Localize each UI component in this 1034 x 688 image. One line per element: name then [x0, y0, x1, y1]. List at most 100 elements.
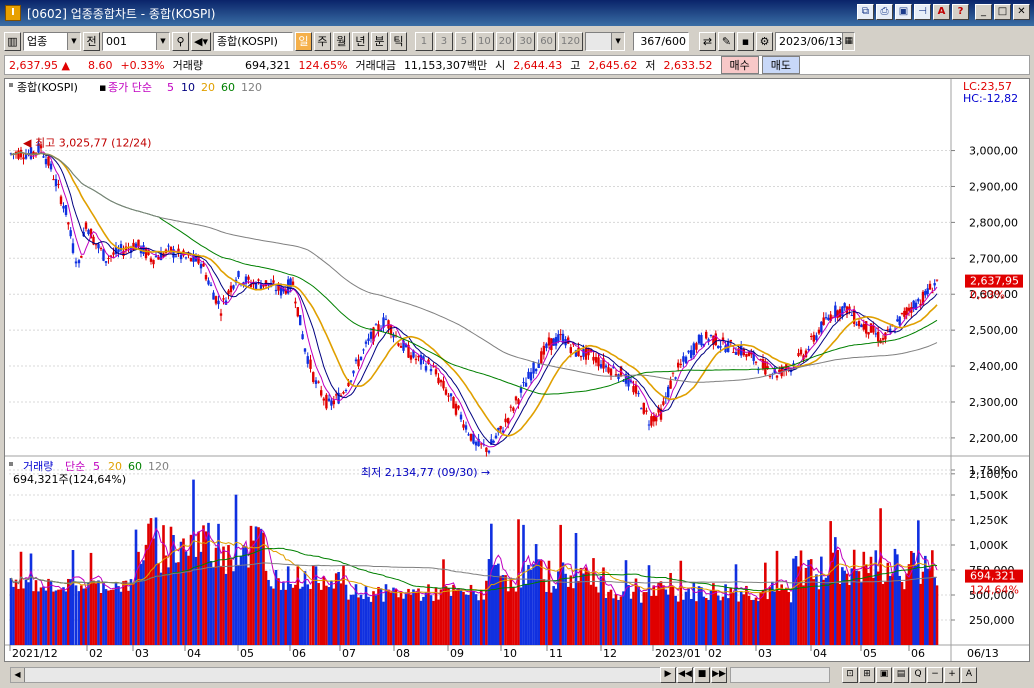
horizontal-scrollbar[interactable]: ◀ [10, 667, 710, 683]
x-tick-label: 09 [450, 647, 464, 660]
volume-bar [654, 595, 658, 645]
period-year-button[interactable]: 년 [351, 31, 369, 51]
chart-svg[interactable]: 종합(KOSPI) ▪ 종가 단순 5 10 20 60 120 LC:23,5… [5, 79, 1029, 661]
print-icon[interactable]: ⎙ [876, 4, 893, 20]
candle-body [650, 416, 653, 426]
volume-bar [501, 575, 505, 645]
zoom-out-icon[interactable]: − [927, 667, 943, 683]
volume-bar [247, 567, 250, 645]
prev-button[interactable]: 전 [83, 31, 100, 51]
link-icon[interactable]: ⧉ [857, 4, 874, 20]
category-select[interactable]: 업종 ▼ [23, 31, 81, 51]
candle-body [284, 289, 287, 294]
code-input[interactable]: 001 ▼ [102, 31, 170, 51]
chart-settings-icon[interactable]: ▥ [4, 31, 21, 51]
x-tick-label: 07 [342, 647, 356, 660]
settings-gear-icon[interactable]: ⚙ [756, 31, 774, 51]
close-button[interactable]: ✕ [1013, 4, 1030, 20]
volume-bar [910, 551, 913, 645]
candle-body [417, 355, 420, 358]
interval-20-button[interactable]: 20 [495, 31, 515, 51]
volume-bar [714, 590, 718, 645]
volume-bar [822, 579, 825, 645]
volume-bar [439, 589, 443, 645]
interval-10-button[interactable]: 10 [474, 31, 494, 51]
candle-body [552, 338, 555, 346]
candle-body [750, 352, 753, 355]
period-tick-button[interactable]: 틱 [389, 31, 407, 51]
window-icon[interactable]: ▤ [893, 667, 909, 683]
volume-bar [752, 599, 755, 645]
chart-area[interactable]: 종합(KOSPI) ▪ 종가 단순 5 10 20 60 120 LC:23,5… [4, 78, 1030, 662]
volume-bar [427, 584, 430, 645]
help-icon[interactable]: ? [952, 4, 969, 20]
interval-custom-select[interactable]: ▼ [585, 31, 626, 51]
volume-bar [519, 587, 523, 645]
draw-line-icon[interactable]: ✎ [718, 31, 736, 51]
sound-icon[interactable]: ◀▾ [191, 31, 211, 51]
volume-bar [933, 577, 936, 645]
volume-bar [907, 564, 911, 645]
period-day-button[interactable]: 일 [294, 31, 312, 51]
interval-120-button[interactable]: 120 [557, 31, 584, 51]
interval-60-button[interactable]: 60 [537, 31, 556, 51]
candle-body [843, 303, 846, 308]
volume-bar [609, 589, 613, 645]
disk-icon[interactable]: ▪ [737, 31, 755, 51]
buy-button[interactable]: 매수 [720, 56, 759, 74]
candle-body [189, 257, 193, 262]
candle-body [768, 375, 772, 377]
maximize-button[interactable]: □ [994, 4, 1011, 20]
candle-body [464, 425, 468, 430]
period-week-button[interactable]: 주 [313, 31, 331, 51]
fit-icon[interactable]: ⊡ [842, 667, 858, 683]
rewind-icon[interactable]: ◀◀ [677, 667, 693, 683]
count-input[interactable]: 367/600 [633, 31, 690, 51]
candle-body [860, 324, 863, 328]
save-icon[interactable]: ▣ [895, 4, 912, 20]
expand-icon[interactable]: ⊞ [859, 667, 875, 683]
interval-5-button[interactable]: 5 [454, 31, 473, 51]
candle-body [589, 349, 593, 352]
interval-1-button[interactable]: 1 [414, 31, 433, 51]
date-input[interactable]: 2023/06/13 ▦ [775, 31, 856, 51]
sell-button[interactable]: 매도 [761, 56, 800, 74]
interval-3-button[interactable]: 3 [434, 31, 453, 51]
candle-body [917, 298, 920, 302]
scroll-left-icon[interactable]: ◀ [11, 668, 25, 682]
plus-icon[interactable]: + [944, 667, 960, 683]
play-icon[interactable]: ▶ [660, 667, 676, 683]
amount-value: 11,153,307백만 [403, 59, 488, 72]
zoom-slider[interactable] [730, 667, 830, 683]
volume-bar [337, 572, 340, 645]
volume-bar [632, 591, 635, 645]
auto-icon[interactable]: A [961, 667, 977, 683]
search-icon[interactable]: ⚲ [172, 31, 189, 51]
period-month-button[interactable]: 월 [332, 31, 350, 51]
candle-body [642, 402, 645, 414]
volume-bar [37, 591, 40, 645]
price-tick-label: 2,500,00 [969, 324, 1018, 337]
arrows-icon[interactable]: ⇄ [699, 31, 717, 51]
candle-body [592, 356, 595, 361]
candle-body [204, 275, 208, 280]
candle-body [514, 396, 518, 401]
interval-30-button[interactable]: 30 [516, 31, 536, 51]
candle-body [604, 365, 608, 368]
volume-bar [614, 593, 618, 645]
candle-body [229, 285, 233, 293]
volume-bar [622, 591, 625, 645]
period-minute-button[interactable]: 분 [370, 31, 388, 51]
volume-bar [485, 580, 488, 645]
volume-bar [404, 592, 408, 645]
minimize-button[interactable]: _ [975, 4, 992, 20]
candle-body [34, 152, 38, 154]
forward-icon[interactable]: ▶▶ [711, 667, 727, 683]
camera-icon[interactable]: ▣ [876, 667, 892, 683]
volume-bar [569, 575, 573, 645]
pin-icon[interactable]: ⊣ [914, 4, 931, 20]
zoom-in-icon[interactable]: Q [910, 667, 926, 683]
calendar-icon[interactable]: ▦ [842, 32, 855, 50]
stop-icon[interactable]: ■ [694, 667, 710, 683]
font-icon[interactable]: A [933, 4, 950, 20]
